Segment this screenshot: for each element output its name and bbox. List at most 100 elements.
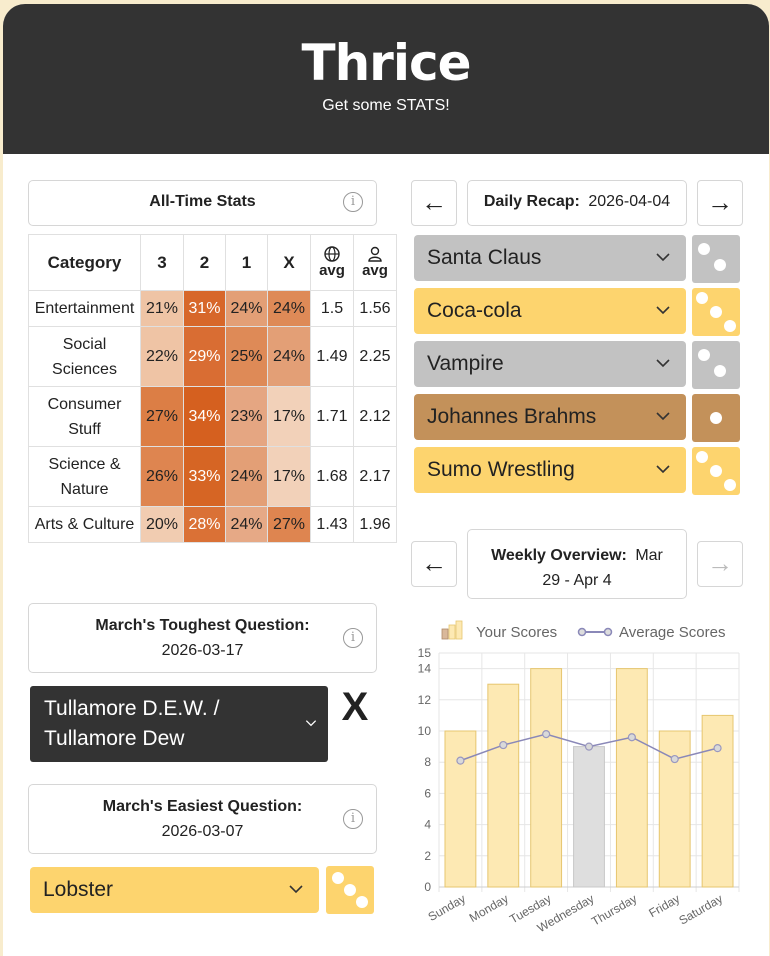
info-icon[interactable]: i bbox=[343, 192, 363, 212]
daily-recap-date: 2026-04-04 bbox=[588, 193, 671, 210]
y-tick-label: 8 bbox=[424, 755, 431, 769]
daily-answer-dropdown[interactable]: Coca-cola bbox=[414, 288, 686, 334]
die-pip bbox=[710, 306, 722, 318]
y-tick-label: 14 bbox=[418, 662, 432, 676]
x-tick-label: Sunday bbox=[426, 891, 468, 923]
info-icon[interactable]: i bbox=[343, 809, 363, 829]
column-header-1: 1 bbox=[225, 234, 268, 291]
daily-answer-dropdown[interactable]: Sumo Wrestling bbox=[414, 447, 686, 493]
daily-prev-button[interactable]: ← bbox=[411, 180, 457, 226]
all-time-stats-title: All-Time Stats bbox=[149, 193, 256, 210]
pct-cell: 24% bbox=[225, 506, 268, 543]
toughest-question-date: 2026-03-17 bbox=[161, 642, 244, 659]
category-cell: Science & Nature bbox=[28, 446, 141, 507]
y-tick-label: 2 bbox=[424, 849, 431, 863]
category-cell: Arts & Culture bbox=[28, 506, 141, 543]
all-time-stats-header: All-Time Stats i bbox=[28, 180, 377, 226]
legend-line-point bbox=[577, 627, 587, 637]
user-avg-label: avg bbox=[362, 262, 388, 279]
average-point bbox=[627, 733, 636, 742]
pct-cell: 29% bbox=[183, 326, 226, 387]
die-pip bbox=[724, 479, 736, 491]
easiest-answer-label: Lobster bbox=[43, 878, 114, 901]
die-pip bbox=[696, 451, 708, 463]
die-pip bbox=[714, 259, 726, 271]
pct-cell: 24% bbox=[267, 326, 311, 387]
die-pip bbox=[344, 884, 356, 896]
category-cell: Consumer Stuff bbox=[28, 386, 141, 447]
user-icon bbox=[367, 246, 383, 262]
table-header-row: Category 3 2 1 X avg avg bbox=[28, 234, 397, 291]
average-point bbox=[456, 756, 465, 765]
pct-cell: 21% bbox=[140, 290, 184, 327]
score-die bbox=[692, 288, 740, 336]
toughest-question-title: March's Toughest Question: bbox=[95, 617, 310, 634]
pct-cell: 33% bbox=[183, 446, 226, 507]
daily-next-button[interactable]: → bbox=[697, 180, 743, 226]
die-pip bbox=[724, 320, 736, 332]
table-row: Social Sciences 22% 29% 25% 24% 1.49 2.2… bbox=[28, 326, 397, 387]
y-tick-label: 15 bbox=[418, 646, 432, 660]
chevron-down-icon bbox=[656, 465, 670, 474]
toughest-answer-dropdown[interactable]: Tullamore D.E.W. / Tullamore Dew bbox=[30, 686, 328, 762]
weekly-prev-button[interactable]: ← bbox=[411, 541, 457, 587]
bar bbox=[530, 668, 563, 888]
bar bbox=[701, 714, 734, 888]
daily-answer-dropdown[interactable]: Johannes Brahms bbox=[414, 394, 686, 440]
average-point bbox=[670, 754, 679, 764]
die-pip bbox=[698, 349, 710, 361]
global-avg-cell: 1.5 bbox=[310, 290, 354, 327]
weekly-next-button[interactable]: → bbox=[697, 541, 743, 587]
pct-cell: 24% bbox=[225, 446, 268, 507]
pct-cell: 17% bbox=[267, 386, 311, 447]
chevron-down-icon bbox=[656, 253, 670, 262]
pct-cell: 24% bbox=[267, 290, 311, 327]
pct-cell: 28% bbox=[183, 506, 226, 543]
user-avg-cell: 1.56 bbox=[353, 290, 397, 327]
category-label: Science & Nature bbox=[48, 455, 121, 498]
score-die bbox=[692, 394, 740, 442]
chevron-down-icon bbox=[289, 885, 303, 894]
weekly-range-line1: Mar bbox=[635, 547, 663, 564]
pct-cell: 24% bbox=[225, 290, 268, 327]
daily-recap-header: Daily Recap: 2026-04-04 bbox=[467, 180, 687, 226]
pct-cell: 23% bbox=[225, 386, 268, 447]
user-avg-cell: 2.12 bbox=[353, 386, 397, 447]
die-pip bbox=[332, 872, 344, 884]
score-die bbox=[692, 235, 740, 283]
bar bbox=[573, 746, 605, 888]
daily-answer-dropdown[interactable]: Vampire bbox=[414, 341, 686, 387]
easiest-answer-dropdown[interactable]: Lobster bbox=[30, 867, 319, 913]
legend-swatch-bar bbox=[441, 628, 449, 640]
easiest-question-title: March's Easiest Question: bbox=[102, 798, 303, 815]
daily-recap-label: Daily Recap: bbox=[483, 193, 580, 210]
weekly-overview-header: Weekly Overview: Mar 29 - Apr 4 bbox=[467, 529, 687, 599]
pct-cell: 27% bbox=[140, 386, 184, 447]
daily-answer-label: Johannes Brahms bbox=[427, 405, 597, 428]
bar bbox=[444, 730, 477, 888]
daily-answer-label: Sumo Wrestling bbox=[427, 458, 575, 481]
daily-answer-dropdown[interactable]: Santa Claus bbox=[414, 235, 686, 281]
table-row: Science & Nature 26% 33% 24% 17% 1.68 2.… bbox=[28, 446, 397, 507]
app-header: Thrice Get some STATS! bbox=[3, 4, 769, 154]
info-icon[interactable]: i bbox=[343, 628, 363, 648]
all-time-stats-table: Category 3 2 1 X avg avg bbox=[28, 234, 397, 543]
column-header-2: 2 bbox=[183, 234, 226, 291]
average-point bbox=[542, 730, 551, 739]
app-card: Thrice Get some STATS! All-Time Stats i … bbox=[3, 4, 769, 956]
user-avg-cell: 2.17 bbox=[353, 446, 397, 507]
toughest-answer-line2: Tullamore Dew bbox=[44, 727, 185, 750]
column-header-3: 3 bbox=[140, 234, 184, 291]
app-subtitle: Get some STATS! bbox=[322, 97, 450, 114]
legend-label: Average Scores bbox=[619, 624, 725, 641]
category-label: Consumer Stuff bbox=[47, 395, 122, 438]
y-tick-label: 6 bbox=[424, 786, 431, 800]
toughest-result-x: X bbox=[341, 685, 369, 729]
y-tick-label: 4 bbox=[424, 818, 431, 832]
bar bbox=[487, 683, 520, 888]
average-point bbox=[713, 744, 722, 753]
x-tick-label: Saturday bbox=[676, 891, 725, 927]
daily-recap-text: Daily Recap: 2026-04-04 bbox=[468, 193, 686, 211]
daily-answer-label: Santa Claus bbox=[427, 246, 542, 269]
die-pip bbox=[698, 243, 710, 255]
